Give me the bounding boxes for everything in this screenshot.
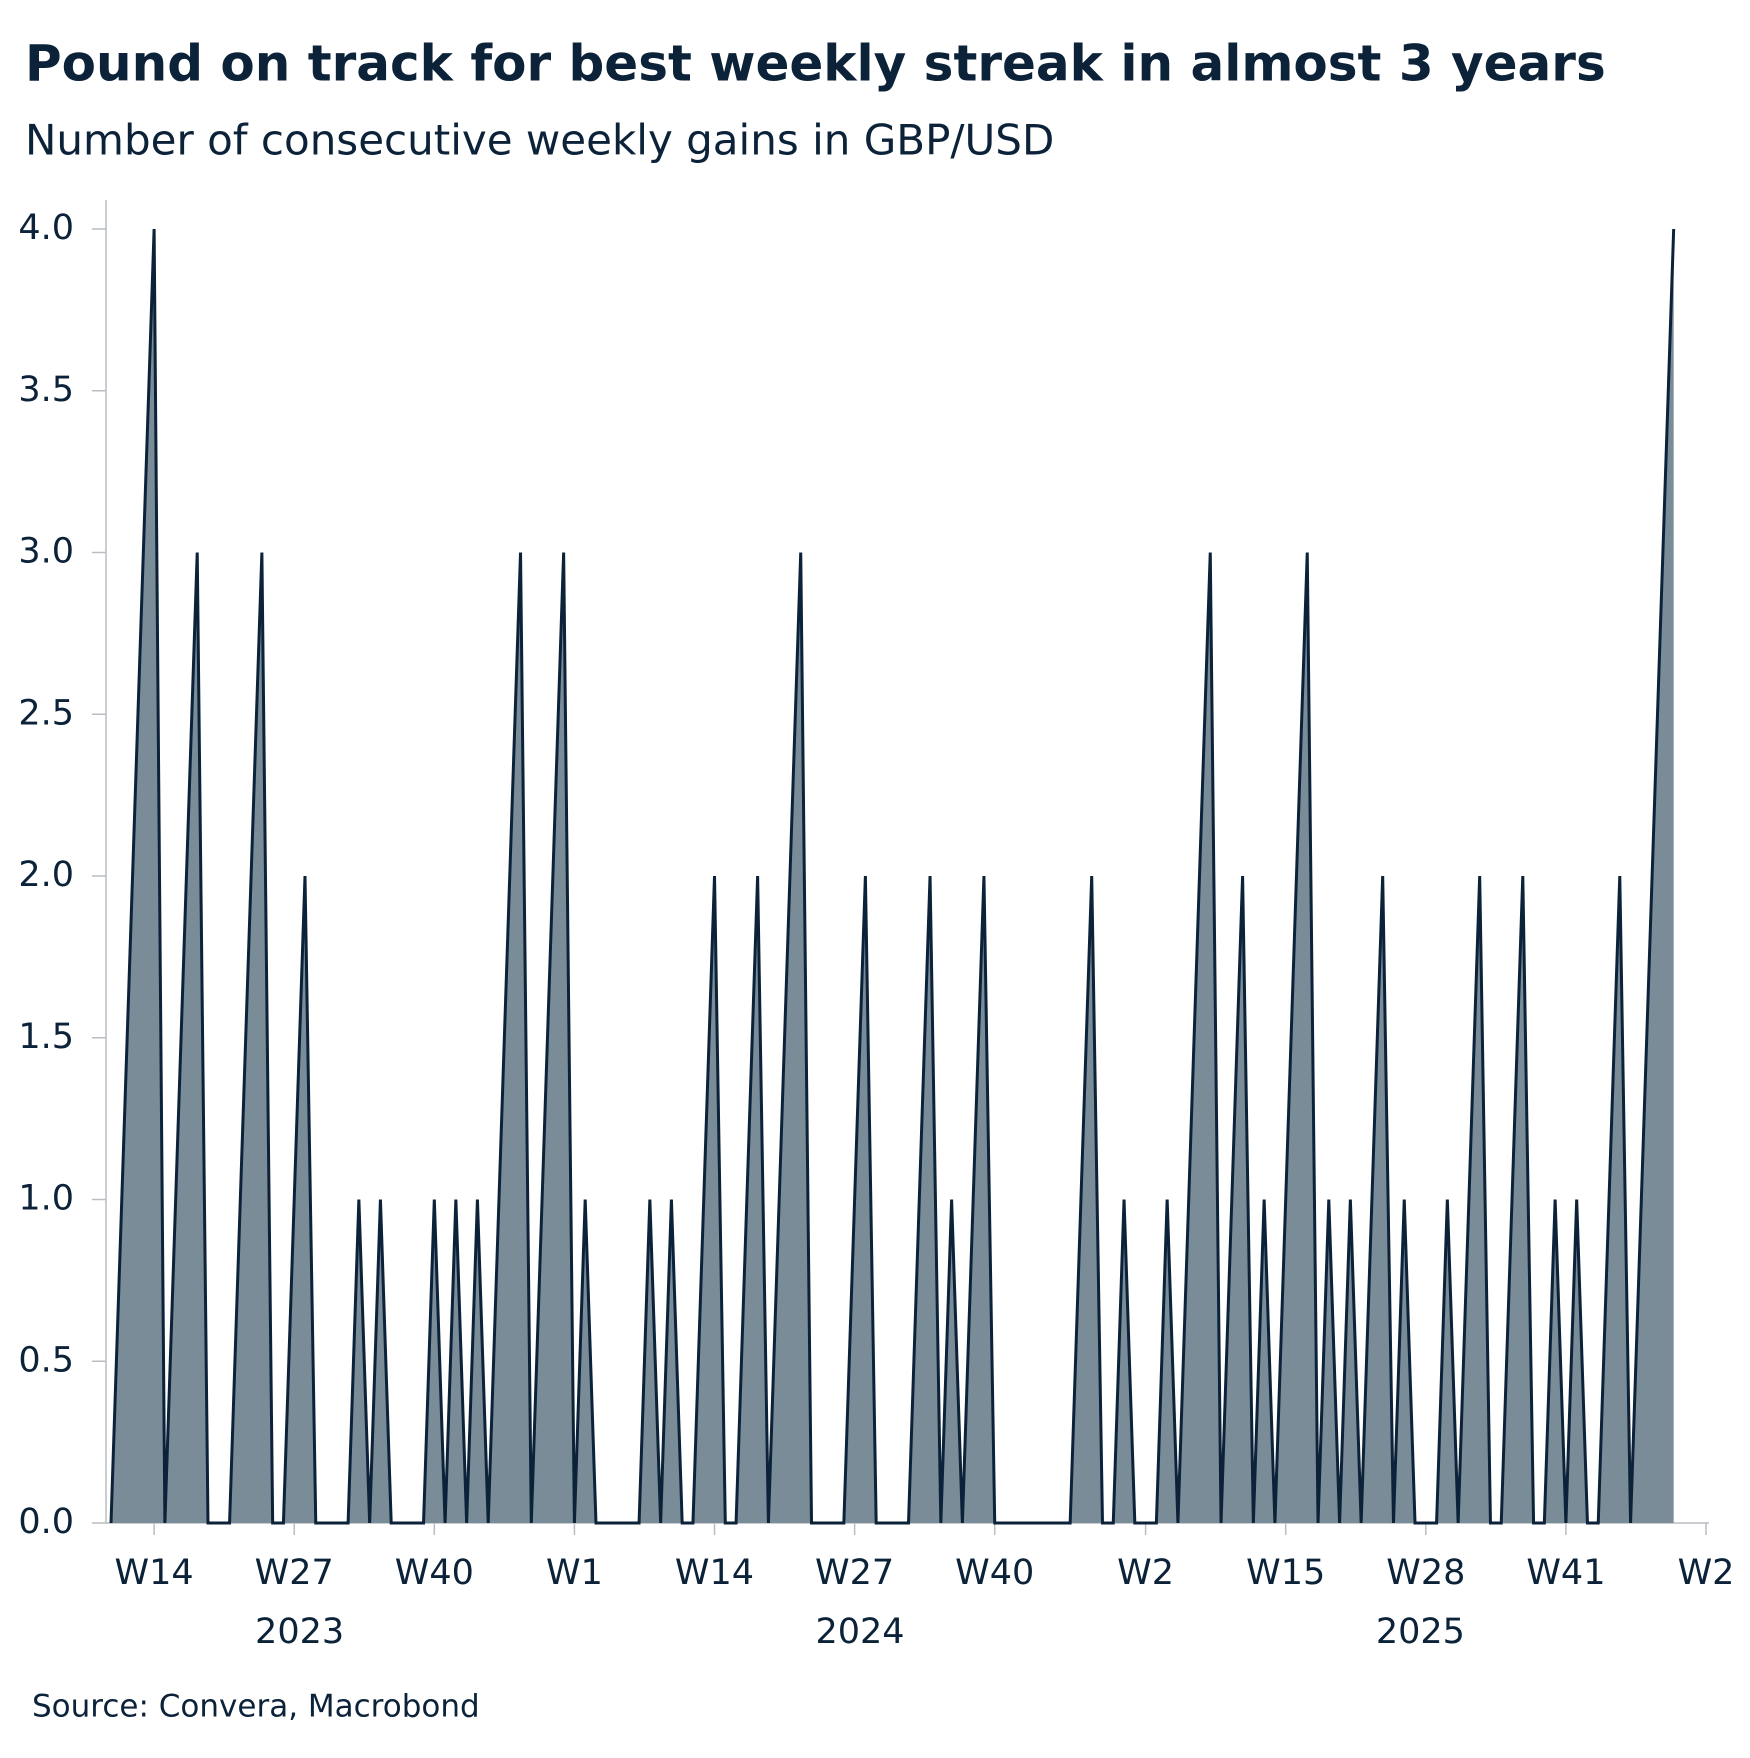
x-group-label: 2025	[1376, 1612, 1465, 1652]
source-note: Source: Convera, Macrobond	[32, 1689, 480, 1725]
x-tick-label: W40	[955, 1553, 1034, 1593]
chart-title: Pound on track for best weekly streak in…	[25, 35, 1606, 93]
x-tick-label: W28	[1386, 1553, 1465, 1593]
x-tick-label: W2	[1117, 1553, 1174, 1593]
x-tick-label: W27	[815, 1553, 894, 1593]
y-tick-label: 0.0	[18, 1502, 74, 1542]
y-tick-label: 0.5	[18, 1340, 74, 1380]
y-tick-label: 3.0	[18, 532, 74, 572]
x-tick-label: W15	[1246, 1553, 1325, 1593]
y-tick-label: 2.0	[18, 855, 74, 895]
x-group-label: 2024	[815, 1612, 904, 1652]
x-tick-label: W2	[1678, 1553, 1735, 1593]
x-tick-label: W41	[1526, 1553, 1605, 1593]
x-tick-label: W14	[675, 1553, 754, 1593]
y-tick-label: 2.5	[18, 693, 74, 733]
x-tick-label: W14	[115, 1553, 194, 1593]
x-tick-label: W1	[546, 1553, 603, 1593]
x-tick-label: W40	[395, 1553, 474, 1593]
x-tick-label: W27	[255, 1553, 334, 1593]
y-tick-label: 1.0	[18, 1179, 74, 1219]
x-group-label: 2023	[255, 1612, 344, 1652]
y-tick-label: 4.0	[18, 208, 74, 248]
y-tick-label: 1.5	[18, 1017, 74, 1057]
chart-subtitle: Number of consecutive weekly gains in GB…	[25, 116, 1054, 165]
line	[109, 228, 1676, 1525]
area	[111, 229, 1674, 1523]
y-tick-label: 3.5	[18, 370, 74, 410]
